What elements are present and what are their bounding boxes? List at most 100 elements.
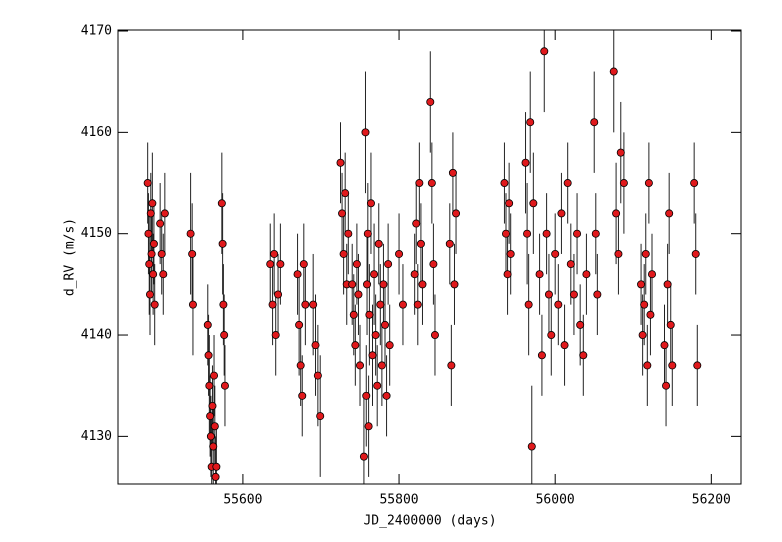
data-point	[149, 239, 158, 248]
data-point	[341, 189, 350, 198]
data-point	[563, 179, 572, 188]
y-tick-label: 4140	[81, 328, 112, 343]
data-point	[274, 290, 283, 299]
data-point	[385, 341, 394, 350]
data-point	[206, 412, 215, 421]
data-point	[266, 260, 275, 269]
data-point	[159, 270, 168, 279]
data-point	[500, 179, 509, 188]
data-point	[535, 270, 544, 279]
data-point	[316, 412, 325, 421]
data-point	[430, 331, 439, 340]
data-point	[551, 249, 560, 258]
data-point	[445, 239, 454, 248]
x-axis-label: JD_2400000 (days)	[363, 514, 496, 529]
data-point	[557, 209, 566, 218]
data-point	[554, 300, 563, 309]
data-point	[143, 179, 152, 188]
data-point	[644, 179, 653, 188]
data-point	[362, 391, 371, 400]
data-point	[217, 199, 226, 208]
data-point	[382, 391, 391, 400]
data-point	[637, 280, 646, 289]
data-point	[410, 270, 419, 279]
data-point	[415, 179, 424, 188]
data-point	[379, 280, 388, 289]
data-point	[412, 219, 421, 228]
data-point	[186, 229, 195, 238]
data-point	[384, 260, 393, 269]
y-tick-label: 4150	[81, 226, 112, 241]
data-point	[336, 158, 345, 167]
data-point	[540, 47, 549, 56]
data-point	[351, 341, 360, 350]
data-point	[413, 300, 422, 309]
data-point	[566, 260, 575, 269]
data-point	[210, 422, 219, 431]
data-point	[338, 209, 347, 218]
data-point	[220, 331, 229, 340]
data-point	[298, 391, 307, 400]
data-point	[188, 300, 197, 309]
data-point	[359, 452, 368, 461]
data-point	[502, 229, 511, 238]
data-point	[268, 300, 277, 309]
data-point	[376, 300, 385, 309]
data-point	[579, 351, 588, 360]
data-point	[529, 199, 538, 208]
data-point	[690, 179, 699, 188]
data-point	[212, 462, 221, 471]
data-point	[398, 300, 407, 309]
data-point	[146, 290, 155, 299]
data-point	[148, 199, 157, 208]
data-point	[311, 341, 320, 350]
data-point	[296, 361, 305, 370]
data-point	[582, 270, 591, 279]
data-point	[560, 341, 569, 350]
data-point	[204, 351, 213, 360]
data-point	[205, 381, 214, 390]
data-point	[157, 249, 166, 258]
data-point	[660, 341, 669, 350]
data-point	[293, 270, 302, 279]
data-point	[276, 260, 285, 269]
plot-area	[143, 30, 702, 484]
data-point	[145, 260, 154, 269]
data-point	[218, 239, 227, 248]
data-point	[365, 310, 374, 319]
data-point	[271, 331, 280, 340]
data-point	[371, 331, 380, 340]
x-tick-label: 55600	[223, 493, 262, 508]
y-tick-label: 4170	[81, 24, 112, 39]
data-point	[547, 331, 556, 340]
data-point	[220, 381, 229, 390]
data-point	[693, 361, 702, 370]
data-point	[354, 290, 363, 299]
data-point	[640, 300, 649, 309]
data-point	[544, 290, 553, 299]
data-point	[450, 280, 459, 289]
data-point	[210, 371, 219, 380]
data-point	[219, 300, 228, 309]
data-point	[295, 320, 304, 329]
data-point	[426, 97, 435, 106]
data-point	[503, 270, 512, 279]
data-point	[188, 249, 197, 258]
data-point	[349, 310, 358, 319]
data-point	[448, 168, 457, 177]
data-point	[366, 199, 375, 208]
data-point	[348, 280, 357, 289]
data-point	[363, 280, 372, 289]
data-point	[363, 229, 372, 238]
data-point	[146, 209, 155, 218]
y-axis-label: d_RV (m/s)	[63, 218, 78, 296]
data-point	[156, 219, 165, 228]
data-point	[612, 209, 621, 218]
data-point	[309, 300, 318, 309]
data-point	[616, 148, 625, 157]
data-point	[429, 260, 438, 269]
data-point	[506, 249, 515, 258]
data-point	[395, 249, 404, 258]
data-point	[648, 270, 657, 279]
data-point	[537, 351, 546, 360]
